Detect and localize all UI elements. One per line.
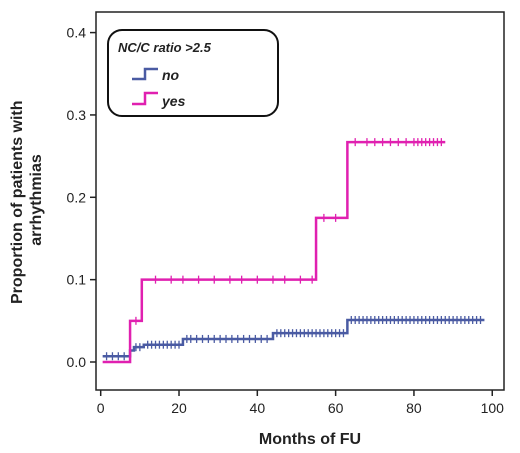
- legend: NC/C ratio >2.5 no yes: [107, 29, 279, 117]
- y-tick-label: 0.2: [67, 189, 87, 205]
- series-line-yes: [102, 140, 446, 364]
- y-axis-title-line-2: arrhythmias: [28, 154, 45, 246]
- x-tick-label: 0: [97, 400, 105, 416]
- x-tick-label: 40: [250, 400, 266, 416]
- x-axis-title: Months of FU: [259, 431, 361, 448]
- legend-swatch-yes: [132, 91, 158, 106]
- series-yes: [102, 138, 446, 364]
- y-axis-title-line-1: Proportion of patients with: [9, 100, 26, 304]
- legend-swatch-no: [132, 67, 158, 81]
- y-tick-label: 0.0: [67, 354, 87, 370]
- x-tick-label: 80: [406, 400, 422, 416]
- y-tick-label: 0.1: [67, 272, 87, 288]
- y-axis: 0.0 0.1 0.2 0.3 0.4: [67, 25, 96, 370]
- x-tick-label: 60: [328, 400, 344, 416]
- legend-title: NC/C ratio >2.5: [118, 40, 212, 55]
- x-tick-label: 100: [481, 400, 505, 416]
- legend-label-yes: yes: [161, 93, 186, 109]
- legend-label-no: no: [162, 67, 180, 83]
- legend-box: [107, 29, 279, 117]
- x-tick-label: 20: [171, 400, 187, 416]
- x-axis: 0 20 40 60 80 100: [97, 390, 504, 416]
- series-layer: [102, 138, 485, 364]
- y-tick-label: 0.4: [67, 25, 87, 41]
- y-tick-label: 0.3: [67, 107, 87, 123]
- y-axis-title: Proportion of patients with arrhythmias: [9, 96, 45, 304]
